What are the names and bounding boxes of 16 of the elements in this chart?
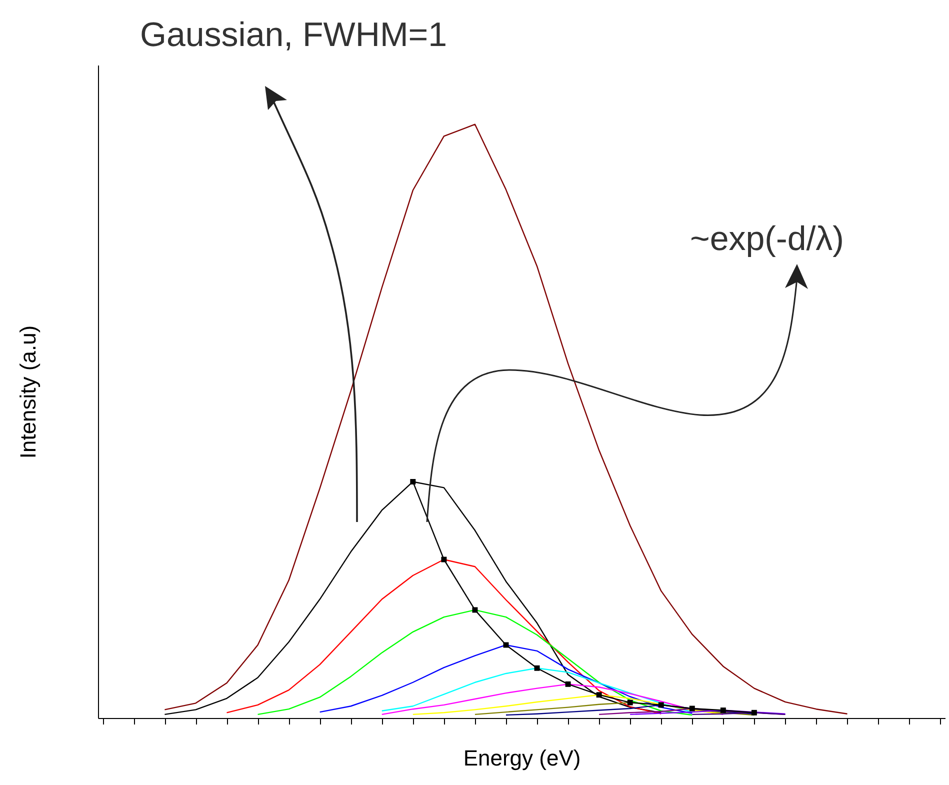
point [565, 681, 571, 687]
y-axis-title: Intensity (a.u) [16, 325, 40, 459]
point [472, 607, 478, 613]
text: Gaussian, FWHM=1 [140, 16, 448, 54]
x-axis-title: Energy (eV) [463, 746, 581, 770]
point [720, 708, 726, 714]
point [689, 706, 695, 712]
point [596, 692, 602, 698]
point [751, 710, 757, 716]
point [503, 642, 509, 648]
point [441, 556, 447, 562]
point [658, 702, 664, 708]
annotation: ~exp(-d/λ) [690, 220, 844, 258]
point [534, 665, 540, 671]
point [627, 700, 633, 706]
point [410, 478, 416, 484]
